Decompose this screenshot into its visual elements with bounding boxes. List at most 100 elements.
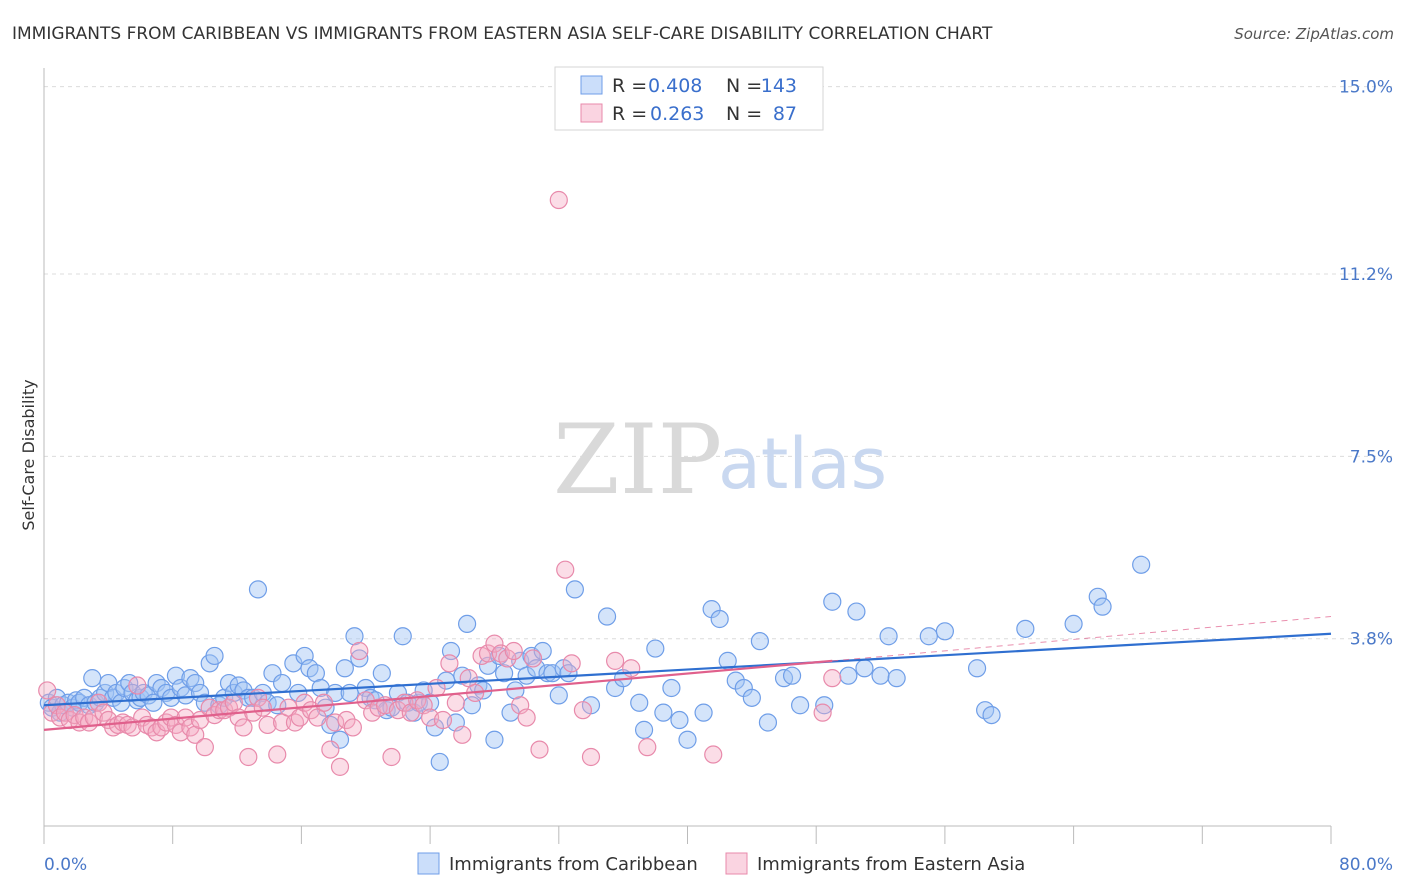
point-s0-141: [967, 659, 987, 678]
point-s1-90: [549, 190, 568, 210]
point-s0-101: [533, 641, 552, 661]
point-s0-114: [646, 639, 665, 658]
point-s1-19: [128, 676, 147, 695]
point-s1-23: [147, 723, 166, 742]
legend-r-value-eastern-asia: 0.263: [650, 103, 704, 125]
point-s0-138: [887, 669, 906, 688]
point-s0-37: [195, 693, 214, 712]
point-s1-33: [195, 738, 214, 757]
point-s0-131: [815, 696, 834, 715]
y-tick-label-1: 7.5%: [1350, 447, 1393, 467]
point-s0-27: [147, 673, 166, 693]
point-s1-47: [268, 745, 287, 764]
point-s1-66: [382, 747, 401, 767]
point-s1-84: [498, 649, 517, 668]
point-s0-34: [181, 669, 200, 688]
legend-n-value-caribbean: 143: [761, 75, 797, 97]
point-s1-75: [440, 654, 459, 673]
point-s0-109: [597, 607, 617, 626]
point-s1-94: [581, 747, 601, 767]
point-s0-119: [694, 703, 713, 722]
watermark-zip: ZIP: [553, 404, 722, 516]
point-s1-77: [453, 725, 472, 744]
legend-r-value-caribbean: 0.408: [648, 75, 702, 97]
point-s0-134: [847, 602, 866, 621]
point-s1-50: [285, 713, 305, 732]
point-s0-137: [879, 627, 898, 646]
watermark-atlas: atlas: [718, 423, 887, 505]
point-s1-96: [622, 659, 641, 678]
point-s0-139: [919, 627, 938, 646]
trend-lines: [43, 616, 1332, 731]
point-s0-112: [630, 693, 649, 712]
point-s1-99: [813, 703, 832, 722]
point-s0-125: [742, 688, 761, 707]
point-s0-118: [678, 730, 697, 749]
point-s1-82: [485, 634, 504, 653]
bottom-legend-label-eastern-asia: Immigrants from Eastern Asia: [757, 854, 1025, 875]
point-s1-60: [343, 718, 362, 737]
point-s0-147: [1093, 597, 1112, 616]
point-s1-56: [321, 740, 340, 759]
point-s0-28: [152, 678, 171, 698]
point-s0-116: [662, 678, 681, 698]
point-s0-130: [791, 696, 810, 715]
y-tick-label-2: 11.2%: [1339, 265, 1393, 285]
point-s1-89: [530, 740, 549, 759]
point-s1-59: [337, 710, 356, 730]
point-s0-35: [186, 673, 205, 693]
point-s1-76: [446, 693, 465, 712]
point-s0-98: [517, 666, 536, 685]
legend-n-label-caribbean: N =: [726, 75, 762, 97]
trend-line-0: [43, 632, 1332, 707]
point-s0-140: [935, 622, 955, 641]
point-s0-59: [311, 678, 330, 698]
chart-source: Source: ZipAtlas.com: [1234, 25, 1394, 43]
point-s0-92: [485, 730, 504, 749]
point-s1-98: [704, 745, 723, 764]
point-s0-55: [289, 683, 308, 703]
data-points: [38, 190, 1151, 776]
chart-title: IMMIGRANTS FROM CARIBBEAN VS IMMIGRANTS …: [12, 24, 993, 44]
point-s1-97: [638, 738, 657, 757]
series-1: [38, 190, 842, 776]
point-s1-38: [219, 698, 239, 717]
point-s0-145: [1064, 614, 1083, 634]
point-s0-115: [654, 703, 673, 722]
y-axis-label: Self-Care Disability: [19, 379, 38, 530]
point-s1-93: [573, 701, 593, 720]
point-s0-75: [393, 627, 412, 646]
point-s1-0: [38, 681, 57, 700]
point-s1-45: [253, 698, 272, 717]
point-s1-100: [823, 669, 842, 688]
legend-n-label-eastern-asia: N =: [726, 103, 762, 125]
point-s0-11: [83, 669, 102, 688]
point-s1-55: [314, 693, 334, 712]
point-s1-58: [330, 757, 350, 776]
point-s1-85: [504, 641, 523, 661]
point-s0-117: [670, 710, 689, 730]
point-s1-87: [517, 708, 536, 727]
point-s1-88: [523, 649, 543, 668]
point-s1-95: [606, 651, 625, 670]
bottom-legend-swatch-caribbean: [417, 852, 440, 875]
point-s1-22: [142, 718, 161, 737]
point-s1-46: [258, 715, 277, 735]
legend-r-label-eastern-asia: R =: [612, 103, 647, 125]
bottom-legend-label-caribbean: Immigrants from Caribbean: [449, 854, 698, 875]
legend-box: R = 0.408 N = 143 R = 0.263 N = 87: [554, 66, 824, 131]
point-s0-63: [330, 730, 350, 749]
point-s0-82: [430, 752, 449, 772]
point-s0-24: [134, 683, 153, 703]
point-s0-64: [335, 659, 354, 678]
y-tick-label-3: 15.0%: [1339, 78, 1393, 98]
legend-swatch-caribbean: [580, 75, 603, 95]
point-s1-91: [556, 560, 575, 579]
point-s0-113: [634, 720, 654, 739]
legend-r-label-caribbean: R =: [612, 75, 647, 97]
legend-swatch-eastern-asia: [580, 103, 603, 123]
point-s0-136: [871, 666, 890, 685]
point-s1-57: [326, 713, 345, 732]
point-s0-135: [855, 659, 874, 678]
